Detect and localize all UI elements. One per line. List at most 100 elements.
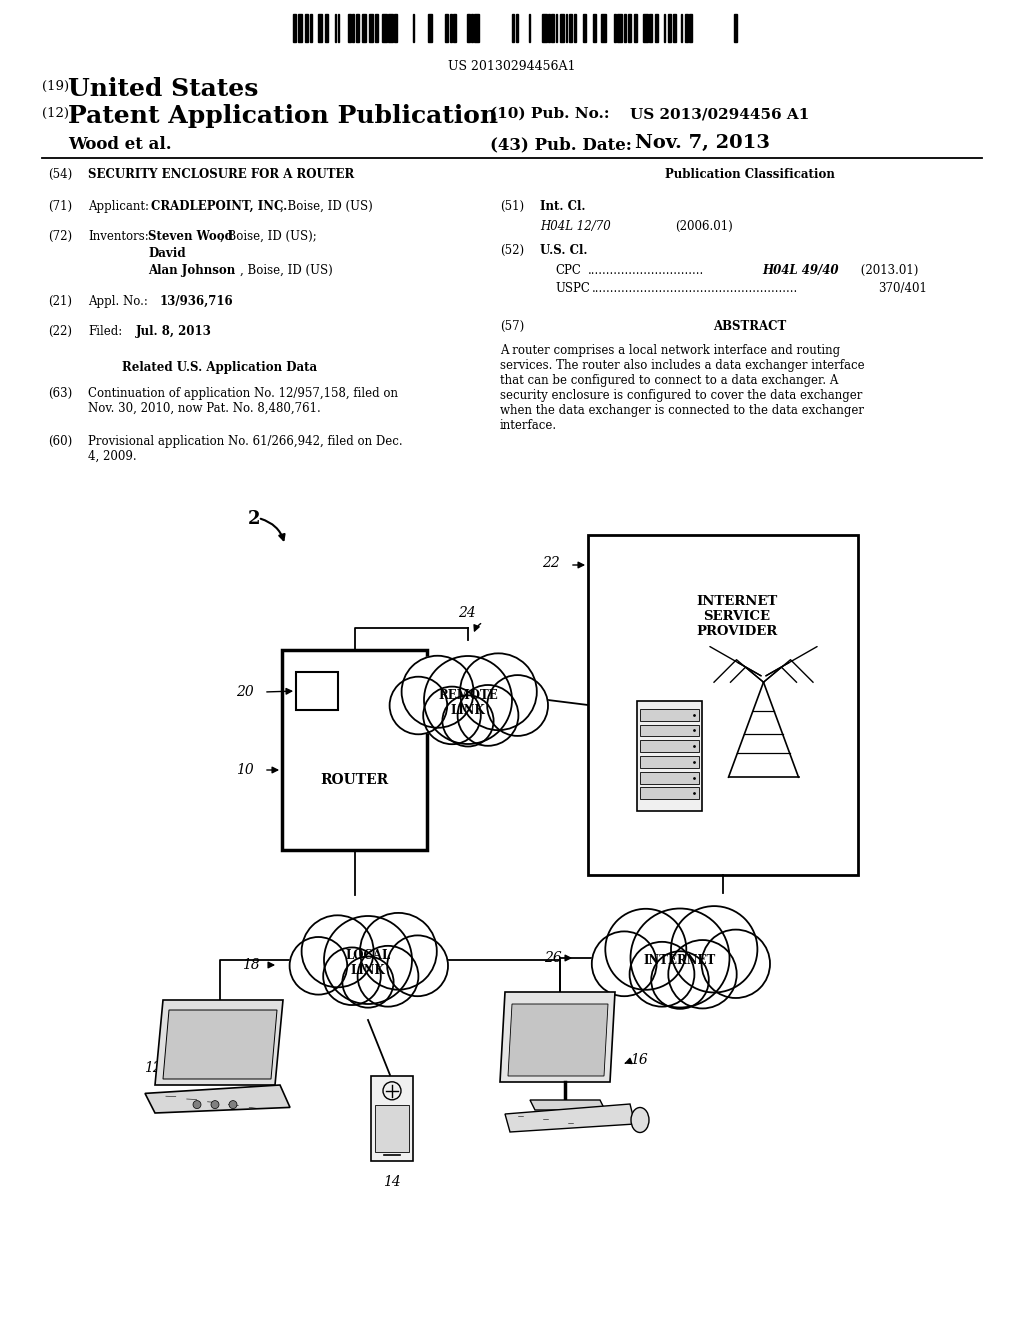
Bar (548, 15, 550, 42)
Bar (450, 15, 452, 42)
Circle shape (460, 653, 537, 730)
Text: , Boise, ID (US);: , Boise, ID (US); (220, 230, 316, 243)
Text: Publication Classification: Publication Classification (665, 168, 835, 181)
Bar (555, 15, 557, 42)
Circle shape (651, 952, 709, 1008)
Text: Jul. 8, 2013: Jul. 8, 2013 (136, 325, 212, 338)
Bar (634, 15, 637, 42)
Polygon shape (500, 993, 615, 1082)
Polygon shape (145, 1085, 290, 1113)
Bar (681, 15, 682, 42)
Bar (347, 15, 350, 42)
Bar (512, 15, 513, 42)
Circle shape (631, 908, 729, 1007)
Circle shape (592, 932, 656, 997)
Text: , Boise, ID (US): , Boise, ID (US) (280, 201, 373, 213)
Text: US 20130294456A1: US 20130294456A1 (449, 59, 575, 73)
Bar (516, 15, 517, 42)
Circle shape (701, 929, 770, 998)
Text: 14: 14 (383, 1175, 400, 1189)
Circle shape (342, 957, 393, 1007)
Text: 13/936,716: 13/936,716 (160, 294, 233, 308)
Text: Related U.S. Application Data: Related U.S. Application Data (123, 360, 317, 374)
Circle shape (324, 948, 381, 1005)
Text: H04L 12/70: H04L 12/70 (540, 220, 610, 234)
Text: Continuation of application No. 12/957,158, filed on
Nov. 30, 2010, now Pat. No.: Continuation of application No. 12/957,1… (88, 387, 398, 414)
Circle shape (401, 656, 473, 727)
Bar (427, 15, 432, 42)
Text: 18: 18 (243, 958, 260, 972)
Bar (640, 772, 698, 784)
Ellipse shape (631, 1107, 649, 1133)
Bar (673, 15, 676, 42)
Circle shape (630, 942, 694, 1007)
Text: 24: 24 (458, 606, 476, 620)
Bar (640, 741, 698, 752)
Bar (628, 15, 631, 42)
Text: 22: 22 (543, 556, 560, 570)
Text: .......................................................: ........................................… (592, 282, 799, 294)
Text: US 2013/0294456 A1: US 2013/0294456 A1 (630, 107, 809, 121)
Bar (559, 15, 564, 42)
Text: CRADLEPOINT, INC.: CRADLEPOINT, INC. (151, 201, 288, 213)
Bar (375, 15, 378, 42)
Bar (614, 15, 615, 42)
Bar (388, 15, 392, 42)
Bar (654, 15, 657, 42)
Bar (640, 725, 698, 737)
Circle shape (671, 906, 758, 993)
Bar (640, 788, 698, 799)
Circle shape (458, 685, 518, 746)
Text: (57): (57) (500, 319, 524, 333)
Text: Wood et al.: Wood et al. (68, 136, 172, 153)
Text: REMOTE
LINK: REMOTE LINK (438, 689, 498, 717)
Circle shape (605, 908, 686, 990)
Circle shape (360, 913, 437, 990)
Text: (71): (71) (48, 201, 72, 213)
Text: (22): (22) (48, 325, 72, 338)
Bar (664, 15, 665, 42)
Bar (471, 15, 472, 42)
Bar (282, 649, 427, 850)
Bar (617, 15, 622, 42)
Text: 20: 20 (237, 685, 254, 700)
Bar (352, 15, 353, 42)
Bar (293, 15, 296, 42)
Text: ROUTER: ROUTER (321, 774, 388, 787)
Text: (10) Pub. No.:: (10) Pub. No.: (490, 107, 609, 121)
Bar (583, 15, 586, 42)
Text: United States: United States (68, 77, 258, 102)
Bar (338, 15, 339, 42)
Bar (356, 15, 359, 42)
Circle shape (357, 946, 419, 1007)
Bar (601, 15, 605, 42)
Circle shape (424, 656, 512, 744)
Text: Applicant:: Applicant: (88, 201, 153, 213)
Text: Appl. No.:: Appl. No.: (88, 294, 147, 308)
Bar (394, 15, 397, 42)
Bar (453, 15, 456, 42)
Text: 16: 16 (630, 1053, 648, 1067)
Text: H04L 49/40: H04L 49/40 (762, 264, 839, 277)
Circle shape (211, 1101, 219, 1109)
Bar (565, 15, 567, 42)
Polygon shape (155, 1001, 283, 1085)
Bar (643, 15, 647, 42)
Circle shape (229, 1101, 237, 1109)
Circle shape (193, 1101, 201, 1109)
Circle shape (669, 940, 736, 1008)
Bar (369, 15, 373, 42)
Text: (19): (19) (42, 81, 70, 92)
Bar (382, 15, 386, 42)
Text: (2013.01): (2013.01) (857, 264, 919, 277)
Text: (72): (72) (48, 230, 72, 243)
Text: USPC: USPC (555, 282, 590, 294)
Bar (371, 1076, 413, 1160)
Text: (54): (54) (48, 168, 73, 181)
Text: (2006.01): (2006.01) (675, 220, 733, 234)
Bar (474, 15, 478, 42)
Bar (304, 15, 307, 42)
Circle shape (442, 696, 494, 747)
Circle shape (423, 686, 481, 744)
Bar (689, 15, 692, 42)
